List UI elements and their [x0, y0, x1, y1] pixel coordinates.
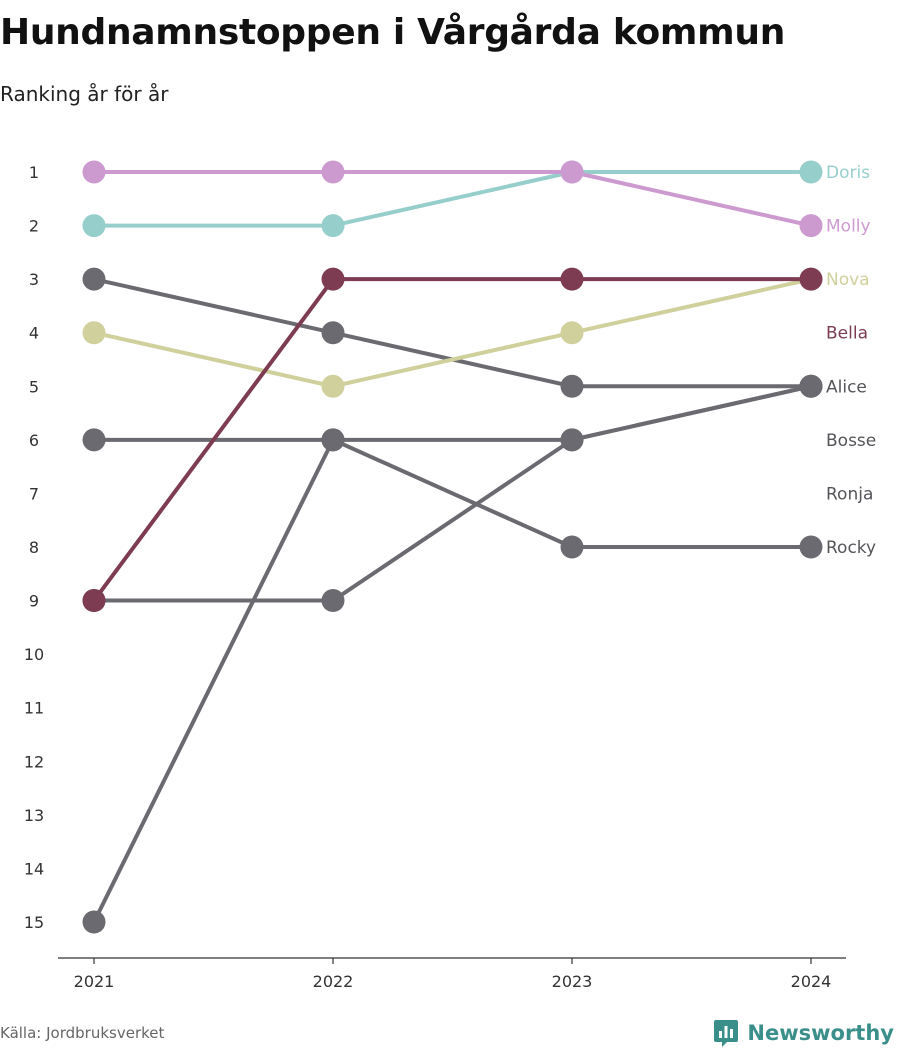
point-molly — [321, 160, 345, 184]
y-tick-label: 14 — [24, 859, 44, 878]
series-line-bella — [92, 277, 811, 602]
series-label-doris: Doris — [826, 163, 870, 183]
x-tick-label: 2024 — [791, 972, 832, 991]
y-tick-label: 5 — [29, 377, 39, 396]
point-bella — [82, 589, 106, 613]
point-rocky — [560, 535, 584, 559]
y-tick-label: 4 — [29, 324, 39, 343]
point-nova — [321, 374, 345, 398]
chart-subtitle: Ranking år för år — [0, 82, 169, 106]
x-tick-label: 2023 — [552, 972, 593, 991]
series-line-bosse — [92, 384, 812, 923]
y-tick-label: 11 — [24, 699, 44, 718]
series-label-molly: Molly — [826, 217, 871, 237]
series-line-nova — [93, 277, 812, 389]
series-label-bosse: Bosse — [826, 431, 876, 451]
point-molly — [560, 160, 584, 184]
series-label-ronja: Ronja — [826, 484, 873, 504]
point-alice — [82, 267, 106, 291]
point-ronja — [799, 374, 823, 398]
y-tick-label: 2 — [29, 217, 39, 236]
point-alice — [321, 321, 345, 345]
bar-chart-icon — [714, 1020, 739, 1047]
point-rocky — [82, 428, 106, 452]
series-label-alice: Alice — [826, 377, 867, 397]
brand-name: Newsworthy — [747, 1021, 894, 1045]
brand-logo: Newsworthy — [713, 1018, 894, 1048]
y-tick-label: 3 — [29, 270, 39, 289]
point-bella — [321, 267, 345, 291]
x-tick-label: 2022 — [313, 972, 354, 991]
y-tick-label: 8 — [29, 538, 39, 557]
chart-title: Hundnamnstoppen i Vårgårda kommun — [0, 12, 786, 53]
point-doris — [799, 160, 823, 184]
point-rocky — [321, 428, 345, 452]
series-label-bella: Bella — [826, 324, 868, 344]
point-nova — [560, 321, 584, 345]
series-label-rocky: Rocky — [826, 538, 876, 558]
point-alice — [560, 374, 584, 398]
x-tick-label: 2021 — [74, 972, 115, 991]
point-doris — [82, 214, 106, 238]
series-line-ronja — [94, 384, 812, 603]
point-ronja — [321, 589, 345, 613]
point-doris — [321, 214, 345, 238]
point-molly — [799, 214, 823, 238]
y-tick-label: 6 — [29, 431, 39, 450]
source-note: Källa: Jordbruksverket — [0, 1024, 165, 1042]
point-bella — [560, 267, 584, 291]
series-line-doris — [94, 170, 811, 228]
y-tick-label: 13 — [24, 806, 44, 825]
series-label-nova: Nova — [826, 270, 870, 290]
point-ronja — [560, 428, 584, 452]
y-tick-label: 12 — [24, 752, 44, 771]
y-tick-label: 9 — [29, 592, 39, 611]
y-tick-label: 1 — [29, 163, 39, 182]
point-nova — [82, 321, 106, 345]
y-tick-label: 10 — [24, 645, 44, 664]
point-molly — [82, 160, 106, 184]
y-tick-label: 7 — [29, 484, 39, 503]
point-rocky — [799, 535, 823, 559]
series-line-molly — [94, 170, 812, 228]
y-tick-label: 15 — [24, 913, 44, 932]
series-line-alice — [93, 277, 811, 389]
point-bella — [799, 267, 823, 291]
point-bosse — [82, 910, 106, 934]
